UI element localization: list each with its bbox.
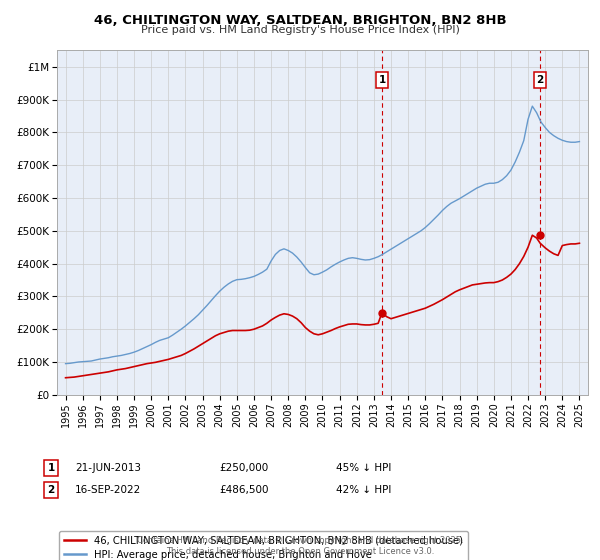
Text: Price paid vs. HM Land Registry's House Price Index (HPI): Price paid vs. HM Land Registry's House …: [140, 25, 460, 35]
Text: Contains HM Land Registry data © Crown copyright and database right 2025.
This d: Contains HM Land Registry data © Crown c…: [137, 536, 463, 556]
Text: 2: 2: [536, 75, 544, 85]
Text: 1: 1: [47, 463, 55, 473]
Text: 42% ↓ HPI: 42% ↓ HPI: [336, 485, 391, 495]
Text: £250,000: £250,000: [219, 463, 268, 473]
Text: 46, CHILTINGTON WAY, SALTDEAN, BRIGHTON, BN2 8HB: 46, CHILTINGTON WAY, SALTDEAN, BRIGHTON,…: [94, 14, 506, 27]
Text: 45% ↓ HPI: 45% ↓ HPI: [336, 463, 391, 473]
Legend: 46, CHILTINGTON WAY, SALTDEAN, BRIGHTON, BN2 8HB (detached house), HPI: Average : 46, CHILTINGTON WAY, SALTDEAN, BRIGHTON,…: [59, 531, 469, 560]
Text: 16-SEP-2022: 16-SEP-2022: [75, 485, 141, 495]
Text: 2: 2: [47, 485, 55, 495]
Text: £486,500: £486,500: [219, 485, 269, 495]
Text: 1: 1: [379, 75, 386, 85]
Text: 21-JUN-2013: 21-JUN-2013: [75, 463, 141, 473]
